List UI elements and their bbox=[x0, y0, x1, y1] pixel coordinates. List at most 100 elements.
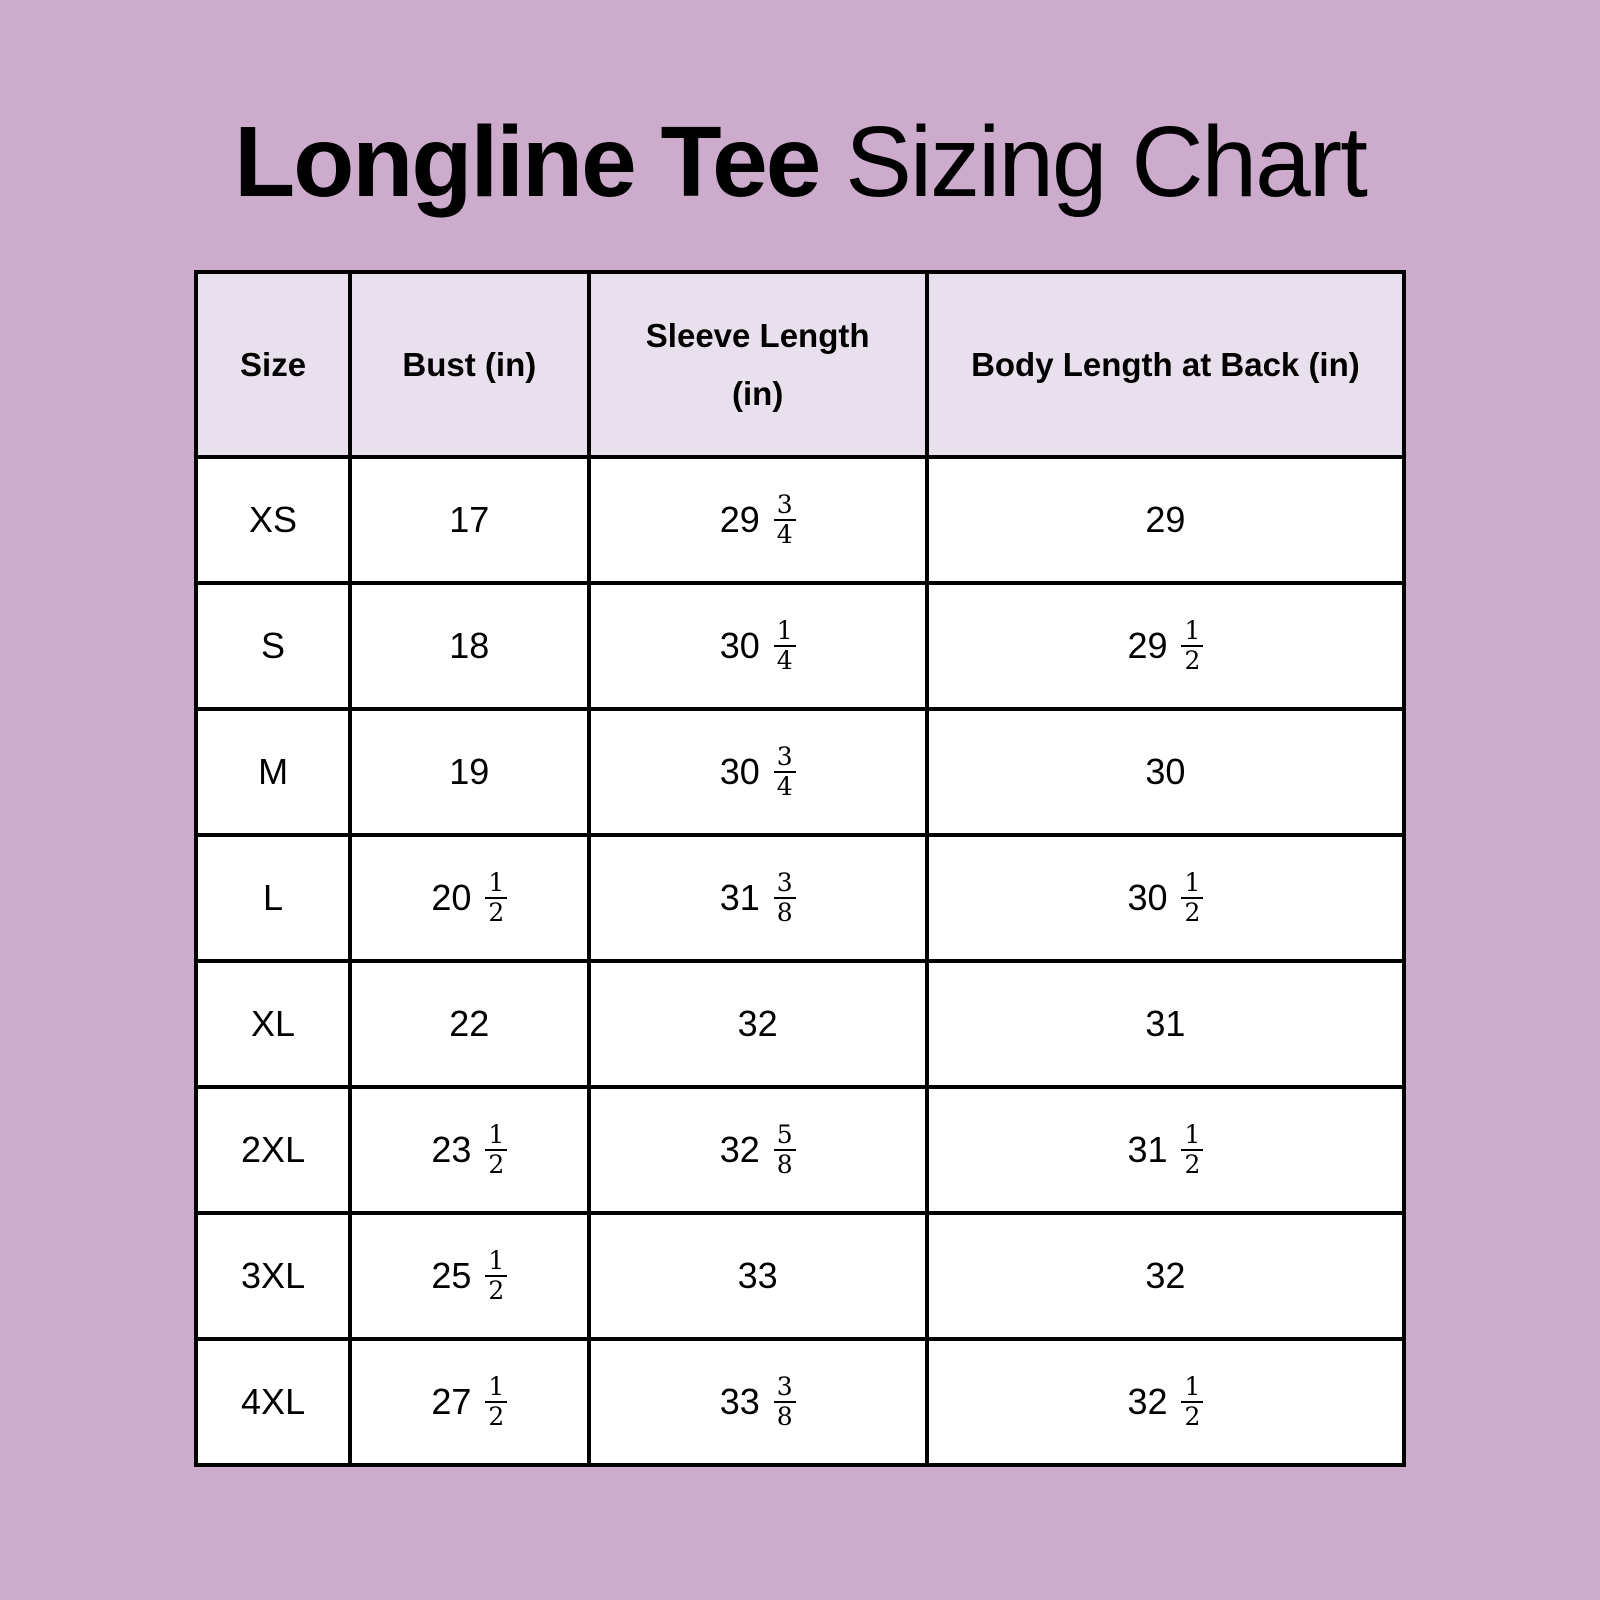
table-row: 3XL 25 1 2 33 32 bbox=[193, 1211, 1407, 1341]
measurement-value: 20 1 2 bbox=[431, 869, 508, 927]
numerator: 1 bbox=[485, 1247, 508, 1277]
measurement-value: 30 bbox=[1145, 751, 1185, 793]
numerator: 3 bbox=[773, 869, 796, 899]
measurement-value: 18 bbox=[449, 625, 489, 667]
size-cell: 3XL bbox=[193, 1211, 353, 1341]
measurement-value: 30 1 2 bbox=[1127, 869, 1204, 927]
sleeve-cell: 32 bbox=[586, 959, 929, 1089]
numerator: 5 bbox=[773, 1121, 796, 1151]
table-row: L 20 1 2 31 3 8 30 1 2 bbox=[193, 833, 1407, 963]
whole-number: 17 bbox=[449, 499, 490, 540]
table-row: S 18 30 1 4 29 1 2 bbox=[193, 581, 1407, 711]
size-cell: L bbox=[193, 833, 353, 963]
whole-number: 29 bbox=[1127, 625, 1168, 666]
numerator: 3 bbox=[773, 491, 796, 521]
denominator: 2 bbox=[488, 1402, 505, 1431]
size-cell: XS bbox=[193, 455, 353, 585]
sleeve-cell: 33 3 8 bbox=[586, 1337, 929, 1467]
body-length-cell: 32 bbox=[924, 1211, 1407, 1341]
size-cell: 2XL bbox=[193, 1085, 353, 1215]
whole-number: 33 bbox=[719, 1381, 760, 1422]
denominator: 4 bbox=[776, 772, 793, 801]
sleeve-cell: 30 1 4 bbox=[586, 581, 929, 711]
title-regular: Sizing Chart bbox=[845, 106, 1368, 218]
whole-number: 30 bbox=[719, 751, 760, 792]
whole-number: 32 bbox=[719, 1129, 760, 1170]
bust-cell: 20 1 2 bbox=[348, 833, 591, 963]
bust-cell: 23 1 2 bbox=[348, 1085, 591, 1215]
measurement-value: 31 bbox=[1145, 1003, 1185, 1045]
numerator: 3 bbox=[773, 1373, 796, 1403]
measurement-value: 23 1 2 bbox=[431, 1121, 508, 1179]
measurement-value: 22 bbox=[449, 1003, 489, 1045]
whole-number: 32 bbox=[737, 1003, 778, 1044]
whole-number: 29 bbox=[719, 499, 760, 540]
body-length-cell: 29 bbox=[924, 455, 1407, 585]
whole-number: 19 bbox=[449, 751, 490, 792]
body-length-cell: 31 bbox=[924, 959, 1407, 1089]
table-row: 2XL 23 1 2 32 5 8 31 1 2 bbox=[193, 1085, 1407, 1215]
header-bust: Bust (in) bbox=[348, 270, 591, 459]
numerator: 1 bbox=[1181, 869, 1204, 899]
sleeve-cell: 33 bbox=[586, 1211, 929, 1341]
body-length-cell: 31 1 2 bbox=[924, 1085, 1407, 1215]
denominator: 8 bbox=[776, 898, 793, 927]
denominator: 8 bbox=[776, 1150, 793, 1179]
numerator: 1 bbox=[485, 1121, 508, 1151]
denominator: 2 bbox=[488, 898, 505, 927]
sleeve-cell: 30 3 4 bbox=[586, 707, 929, 837]
whole-number: 32 bbox=[1127, 1381, 1168, 1422]
measurement-value: 32 bbox=[738, 1003, 778, 1045]
numerator: 1 bbox=[1181, 617, 1204, 647]
whole-number: 22 bbox=[449, 1003, 490, 1044]
numerator: 3 bbox=[773, 743, 796, 773]
whole-number: 33 bbox=[737, 1255, 778, 1296]
denominator: 8 bbox=[776, 1402, 793, 1431]
measurement-value: 29 3 4 bbox=[720, 491, 796, 549]
numerator: 1 bbox=[485, 1373, 508, 1403]
whole-number: 30 bbox=[719, 625, 760, 666]
measurement-value: 17 bbox=[449, 499, 489, 541]
measurement-value: 27 1 2 bbox=[431, 1373, 508, 1431]
table-row: XS 17 29 3 4 29 bbox=[193, 455, 1407, 585]
body-length-cell: 30 bbox=[924, 707, 1407, 837]
measurement-value: 33 bbox=[738, 1255, 778, 1297]
denominator: 2 bbox=[488, 1276, 505, 1305]
measurement-value: 32 5 8 bbox=[720, 1121, 796, 1179]
measurement-value: 31 1 2 bbox=[1127, 1121, 1204, 1179]
bust-cell: 27 1 2 bbox=[348, 1337, 591, 1467]
whole-number: 27 bbox=[431, 1381, 472, 1422]
header-size: Size bbox=[193, 270, 353, 459]
table-row: 4XL 27 1 2 33 3 8 32 1 2 bbox=[193, 1337, 1407, 1467]
denominator: 2 bbox=[1184, 898, 1201, 927]
denominator: 2 bbox=[1184, 1150, 1201, 1179]
body-length-cell: 29 1 2 bbox=[924, 581, 1407, 711]
measurement-value: 29 bbox=[1145, 499, 1185, 541]
page-title: Longline Tee Sizing Chart bbox=[0, 112, 1600, 212]
whole-number: 18 bbox=[449, 625, 490, 666]
size-cell: 4XL bbox=[193, 1337, 353, 1467]
whole-number: 31 bbox=[1145, 1003, 1186, 1044]
header-body-length: Body Length at Back (in) bbox=[924, 270, 1407, 459]
header-row: Size Bust (in) Sleeve Length (in) Body L… bbox=[193, 270, 1407, 459]
bust-cell: 17 bbox=[348, 455, 591, 585]
denominator: 2 bbox=[1184, 1402, 1201, 1431]
whole-number: 32 bbox=[1145, 1255, 1186, 1296]
whole-number: 23 bbox=[431, 1129, 472, 1170]
denominator: 4 bbox=[776, 646, 793, 675]
sleeve-cell: 29 3 4 bbox=[586, 455, 929, 585]
sizing-table: Size Bust (in) Sleeve Length (in) Body L… bbox=[193, 270, 1407, 1467]
